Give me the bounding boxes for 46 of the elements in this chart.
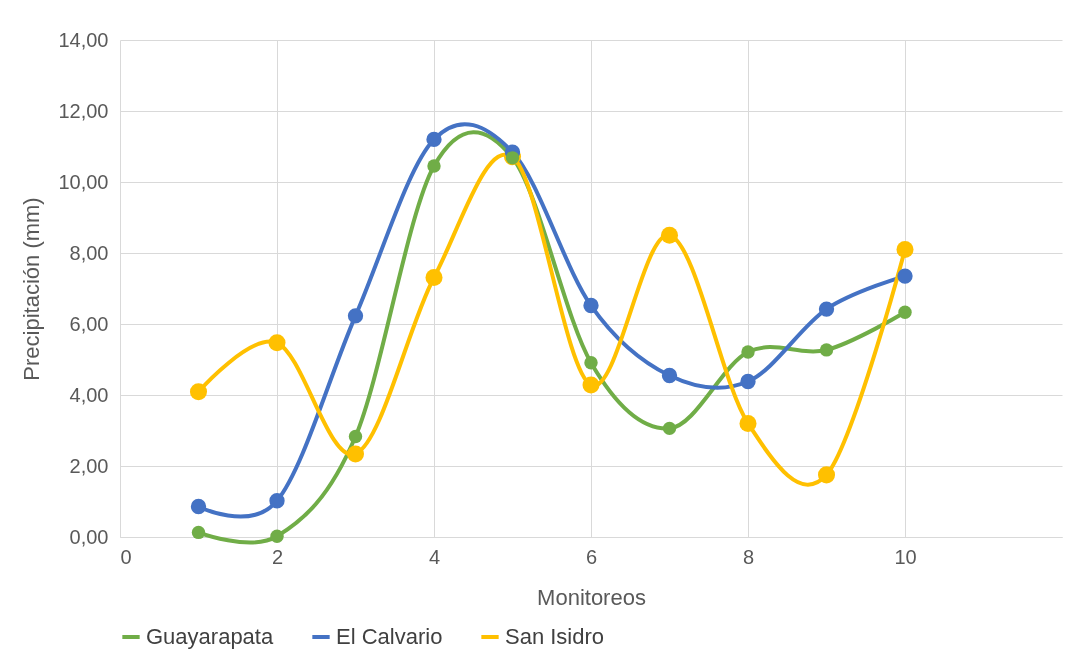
x-tick-label: 8 <box>742 545 755 568</box>
point <box>268 334 286 352</box>
y-tick-label: 6,00 <box>69 312 109 335</box>
point <box>661 367 678 384</box>
y-tick-label: 10,00 <box>58 170 109 193</box>
point <box>741 345 755 359</box>
point <box>818 301 835 317</box>
x-tick-label: 10 <box>894 545 917 568</box>
point <box>584 356 598 370</box>
y-tick-label: 8,00 <box>69 241 109 264</box>
point <box>817 466 836 484</box>
legend-label: San Isidro <box>505 624 605 649</box>
point <box>662 421 677 436</box>
x-axis-title: Monitoreos <box>537 584 646 610</box>
point <box>346 445 365 463</box>
point <box>427 159 441 173</box>
point <box>191 525 206 540</box>
point <box>819 343 834 357</box>
point <box>190 498 207 515</box>
point <box>270 529 284 543</box>
x-tick-label: 4 <box>428 545 441 568</box>
point <box>896 240 914 258</box>
point <box>897 268 913 284</box>
point <box>583 297 599 314</box>
legend-label: Guayarapata <box>146 624 274 649</box>
point <box>425 269 443 286</box>
point <box>426 131 442 148</box>
y-axis-title: Precipitación (mm) <box>19 197 45 381</box>
x-tick-label: 0 <box>120 545 132 568</box>
point <box>739 414 757 432</box>
x-tick-label: 2 <box>271 545 284 568</box>
point <box>660 226 679 244</box>
y-tick-label: 14,00 <box>58 28 109 51</box>
point <box>582 376 600 394</box>
y-tick-label: 12,00 <box>58 99 109 122</box>
point <box>269 493 285 509</box>
y-tick-label: 0,00 <box>69 525 109 548</box>
point <box>347 308 364 324</box>
point <box>740 373 756 390</box>
legend-label: El Calvario <box>336 624 443 649</box>
point <box>898 305 912 319</box>
x-tick-label: 6 <box>585 545 598 568</box>
y-tick-label: 4,00 <box>69 383 109 406</box>
y-tick-label: 2,00 <box>69 454 109 477</box>
point <box>348 429 363 444</box>
point <box>189 383 208 401</box>
